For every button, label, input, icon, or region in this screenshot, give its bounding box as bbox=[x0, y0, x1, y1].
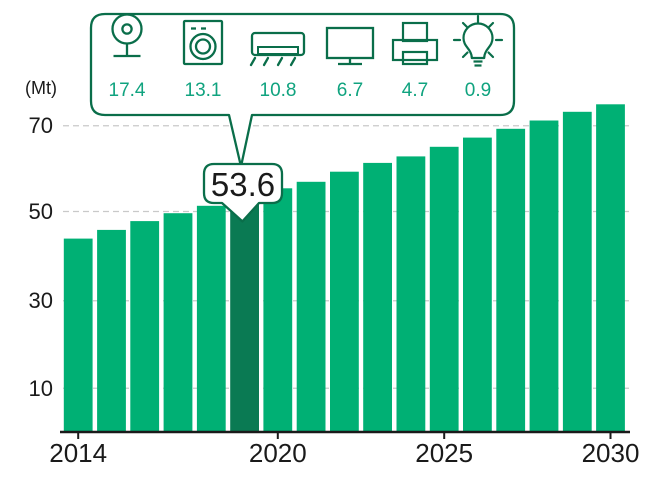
svg-text:10.8: 10.8 bbox=[260, 80, 297, 101]
svg-text:30: 30 bbox=[29, 288, 53, 313]
svg-text:2030: 2030 bbox=[582, 438, 640, 468]
svg-text:(Mt): (Mt) bbox=[25, 78, 57, 98]
svg-text:53.6: 53.6 bbox=[211, 166, 275, 203]
svg-text:2014: 2014 bbox=[49, 438, 107, 468]
svg-text:0.9: 0.9 bbox=[465, 80, 491, 101]
svg-text:70: 70 bbox=[29, 113, 53, 138]
svg-text:2025: 2025 bbox=[415, 438, 473, 468]
svg-text:17.4: 17.4 bbox=[109, 80, 146, 101]
svg-text:13.1: 13.1 bbox=[185, 80, 222, 101]
svg-text:2020: 2020 bbox=[249, 438, 307, 468]
svg-text:6.7: 6.7 bbox=[337, 80, 363, 101]
svg-text:50: 50 bbox=[29, 199, 53, 224]
svg-text:4.7: 4.7 bbox=[402, 80, 428, 101]
svg-text:10: 10 bbox=[29, 376, 53, 401]
